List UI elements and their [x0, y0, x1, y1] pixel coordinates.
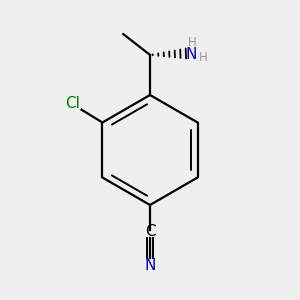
Text: Cl: Cl — [65, 96, 80, 111]
Text: N: N — [144, 258, 156, 273]
Text: H: H — [199, 51, 207, 64]
Text: N: N — [186, 47, 197, 62]
Text: H: H — [188, 37, 197, 50]
Text: C: C — [145, 224, 155, 239]
